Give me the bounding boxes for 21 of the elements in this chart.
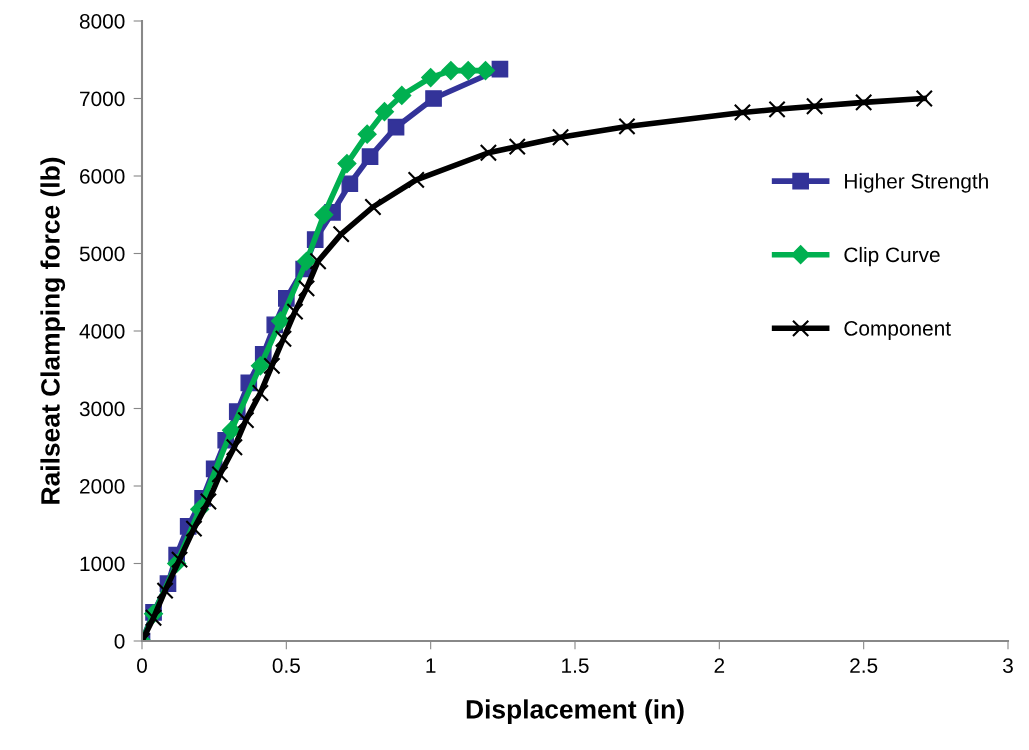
y-tick-label: 1000 — [80, 556, 125, 572]
x-tick-label: 1.5 — [562, 658, 589, 673]
legend-label: Higher Strength — [845, 173, 988, 193]
y-tick-label: 2000 — [80, 479, 125, 494]
y-tick-label: 6000 — [80, 169, 125, 184]
x-axis-title: Displacement (in) — [466, 699, 684, 724]
y-tick-label: 7000 — [80, 91, 125, 107]
x-tick-label: 0.5 — [272, 658, 300, 673]
y-tick-label: 5000 — [79, 246, 125, 262]
legend-label: Component — [844, 321, 951, 340]
legend-label: Clip Curve — [844, 246, 940, 267]
x-tick-label: 2.5 — [850, 658, 878, 673]
y-tick-label: 0 — [114, 634, 125, 649]
x-tick-label: 2 — [714, 658, 725, 673]
x-tick-label: 1 — [426, 658, 436, 673]
x-tick-label: 0 — [137, 658, 147, 673]
y-tick-label: 8000 — [79, 14, 125, 29]
y-tick-label: 3000 — [79, 401, 125, 417]
x-tick-label: 3 — [1003, 658, 1013, 673]
y-tick-label: 4000 — [79, 324, 125, 339]
y-axis-title: Railseat Clamping force (lb) — [40, 157, 66, 504]
